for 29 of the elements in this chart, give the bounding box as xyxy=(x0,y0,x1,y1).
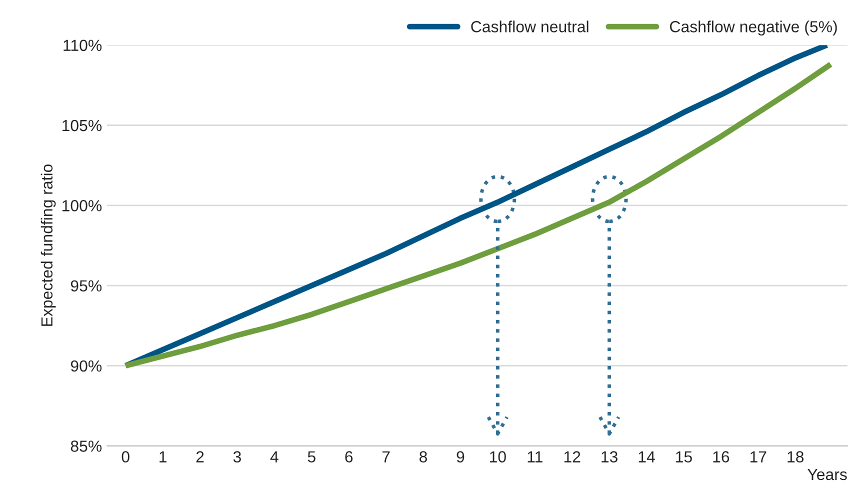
y-tick-label: 105% xyxy=(62,120,102,132)
y-tick-label: 90% xyxy=(70,360,102,372)
x-tick-label: 18 xyxy=(788,451,804,462)
x-tick-label: 8 xyxy=(420,451,428,462)
x-tick-label: 15 xyxy=(676,451,692,462)
x-tick-label: 1 xyxy=(160,451,166,462)
x-tick-label: 13 xyxy=(602,451,618,462)
legend-label: Cashflow neutral xyxy=(471,20,588,32)
x-tick-label: 7 xyxy=(382,451,390,462)
y-axis-title: Expected fundfing ratio xyxy=(40,164,56,326)
x-tick-label: 4 xyxy=(270,451,278,462)
x-tick-label: 3 xyxy=(233,451,241,462)
x-tick-label: 2 xyxy=(196,451,204,462)
x-tick-label: 16 xyxy=(713,451,730,462)
x-tick-label: 5 xyxy=(308,451,316,462)
x-tick-label: 11 xyxy=(528,451,542,462)
legend-label: Cashflow negative (5%) xyxy=(670,20,837,36)
y-tick-label: 85% xyxy=(70,440,102,452)
x-tick-label: 17 xyxy=(750,451,766,462)
x-tick-label: 6 xyxy=(345,451,353,462)
y-tick-label: 100% xyxy=(62,200,102,212)
y-tick-label: 95% xyxy=(70,280,102,292)
x-tick-label: 12 xyxy=(564,451,580,462)
x-tick-label: 9 xyxy=(456,451,464,462)
x-tick-label: 14 xyxy=(638,451,655,462)
x-axis-title: Years xyxy=(808,469,847,480)
x-tick-label: 0 xyxy=(122,451,130,462)
x-tick-label: 10 xyxy=(490,451,506,462)
y-tick-label: 110% xyxy=(64,40,102,52)
